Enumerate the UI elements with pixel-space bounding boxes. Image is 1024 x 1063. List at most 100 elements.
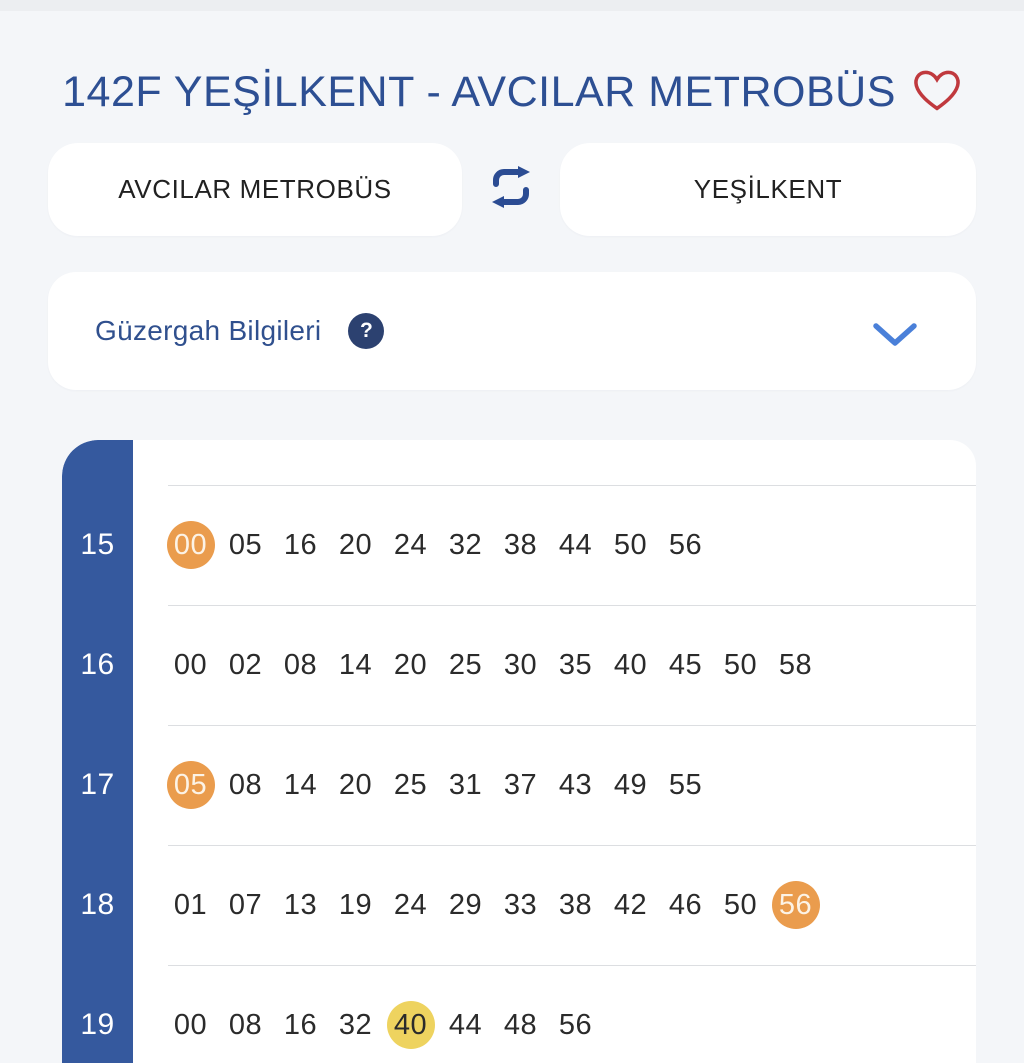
minute-cell: 31 [438,769,493,802]
top-edge-strip [0,0,1024,11]
route-info-accordion[interactable]: Güzergah Bilgileri ? [48,272,976,390]
minute-highlight-orange: 00 [166,521,215,569]
hour-label: 16 [80,648,115,681]
hour-column: 15 16 17 18 19 [62,440,133,1063]
hour-column-spacer [62,440,133,485]
minute-value: 45 [668,648,703,681]
minute-value: 35 [558,648,593,681]
minute-cell: 24 [383,889,438,922]
minute-value: 20 [393,648,428,681]
minute-value: 01 [173,888,208,921]
minute-cell: 38 [548,889,603,922]
minute-value: 29 [448,888,483,921]
minute-value: 25 [393,768,428,801]
minute-cell: 00 [163,521,218,569]
minute-value: 56 [668,528,703,561]
header: 142F YEŞİLKENT - AVCILAR METROBÜS [0,62,1024,122]
minute-value: 07 [228,888,263,921]
direction-button-destination-label: YEŞİLKENT [693,174,843,204]
minute-value: 30 [503,648,538,681]
minute-cell: 50 [713,889,768,922]
minute-value: 20 [338,768,373,801]
minute-cell: 16 [273,529,328,562]
minute-value: 05 [228,528,263,561]
timetable-row: 05 08 14 20 25 31 37 43 49 55 [133,725,976,845]
minute-cell: 44 [548,529,603,562]
minute-cell: 16 [273,1009,328,1042]
direction-button-origin-label: AVCILAR METROBÜS [118,174,392,204]
route-title: 142F YEŞİLKENT - AVCILAR METROBÜS [62,67,896,116]
minute-value: 38 [558,888,593,921]
minute-cell: 05 [163,761,218,809]
minute-cell: 20 [383,649,438,682]
minute-cell: 05 [218,529,273,562]
minute-cell: 25 [438,649,493,682]
minute-value: 32 [338,1008,373,1041]
hour-label: 19 [80,1008,115,1041]
hour-label: 15 [80,528,115,561]
minute-cell: 56 [658,529,713,562]
timetable-row: 00 02 08 14 20 25 30 35 40 45 50 58 [133,605,976,725]
swap-arrows-icon [485,164,537,215]
minute-cell: 49 [603,769,658,802]
minute-cell: 25 [383,769,438,802]
minute-value: 14 [338,648,373,681]
minute-cell: 14 [273,769,328,802]
minute-value: 32 [448,528,483,561]
minute-highlight-orange: 05 [166,761,215,809]
minute-value: 14 [283,768,318,801]
minute-value: 58 [778,648,813,681]
minute-cell: 20 [328,529,383,562]
help-icon-glyph: ? [359,319,373,342]
minute-cell: 43 [548,769,603,802]
minute-value: 40 [613,648,648,681]
minute-cell: 46 [658,889,713,922]
minute-value: 50 [723,888,758,921]
minute-value: 37 [503,768,538,801]
minute-cell: 00 [163,649,218,682]
minute-value: 31 [448,768,483,801]
minute-value: 38 [503,528,538,561]
minute-cell: 58 [768,649,823,682]
minute-cell: 37 [493,769,548,802]
minute-value: 13 [283,888,318,921]
route-info-label: Güzergah Bilgileri [95,315,322,346]
swap-directions-button[interactable] [462,143,560,236]
minute-cell: 50 [713,649,768,682]
minute-highlight-yellow: 40 [386,1001,435,1049]
minute-value: 50 [723,648,758,681]
timetable-row: 00 08 16 32 40 44 48 56 [133,965,976,1063]
minute-cell: 07 [218,889,273,922]
minute-cell: 56 [768,881,823,929]
direction-toggle: AVCILAR METROBÜS YEŞİLKENT [48,143,976,236]
minute-value: 24 [393,528,428,561]
minute-value: 42 [613,888,648,921]
minute-value: 02 [228,648,263,681]
minute-value: 49 [613,768,648,801]
minutes-column-spacer [133,440,976,485]
minute-value: 19 [338,888,373,921]
minute-value: 55 [668,768,703,801]
minute-value: 08 [228,768,263,801]
minute-cell: 42 [603,889,658,922]
minute-value: 44 [448,1008,483,1041]
timetable-card: 15 16 17 18 19 00 05 16 20 24 32 38 44 50 56 00 02 08 14 2… [62,440,976,1063]
hour-label: 18 [80,888,115,921]
minute-value: 50 [613,528,648,561]
minute-value: 44 [558,528,593,561]
chevron-down-icon[interactable] [872,321,918,349]
favorite-heart-icon[interactable] [912,66,962,112]
minute-value: 00 [173,648,208,681]
minute-cell: 30 [493,649,548,682]
minute-value: 48 [503,1008,538,1041]
minute-cell: 55 [658,769,713,802]
direction-button-origin[interactable]: AVCILAR METROBÜS [48,143,462,236]
minute-value: 16 [283,1008,318,1041]
minute-cell: 29 [438,889,493,922]
direction-button-destination[interactable]: YEŞİLKENT [560,143,976,236]
help-icon[interactable]: ? [348,313,385,349]
minute-value: 46 [668,888,703,921]
minutes-column: 00 05 16 20 24 32 38 44 50 56 00 02 08 14 20 25 30 35 40 45… [133,440,976,1063]
minute-value: 00 [173,1008,208,1041]
minute-value: 25 [448,648,483,681]
